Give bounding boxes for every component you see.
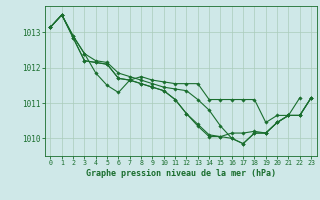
X-axis label: Graphe pression niveau de la mer (hPa): Graphe pression niveau de la mer (hPa): [86, 169, 276, 178]
